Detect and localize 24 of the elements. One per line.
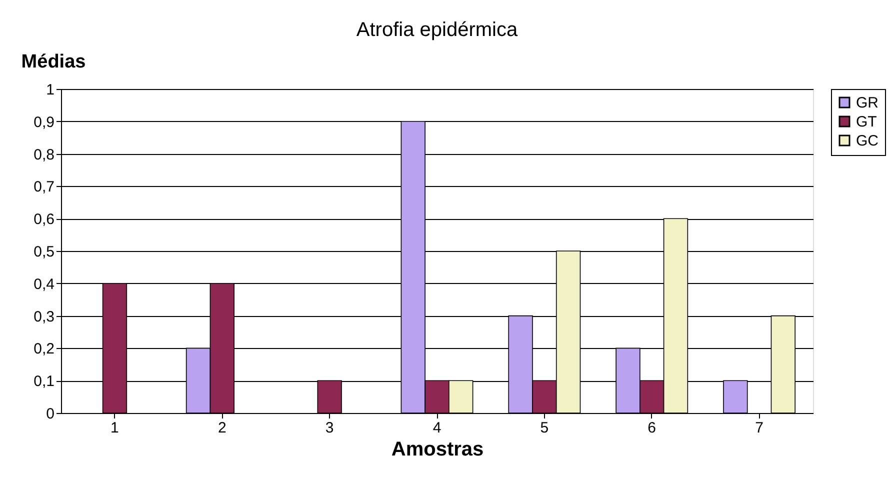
y-tick-label: 0,1 xyxy=(34,373,54,390)
y-tick-label: 0,7 xyxy=(34,178,54,196)
y-tick-label: 1 xyxy=(46,82,54,98)
y-tick-label: 0,5 xyxy=(34,244,54,260)
x-tick-label: 1 xyxy=(110,420,119,436)
y-tick-label: 0,9 xyxy=(34,114,54,131)
x-tick-label: 5 xyxy=(540,420,549,436)
y-tick-label: 0,6 xyxy=(34,211,54,228)
x-tick-label: 4 xyxy=(432,420,442,436)
x-tick-label: 3 xyxy=(325,420,334,436)
legend-label: GC xyxy=(856,132,879,150)
chart-title: Atrofia epidérmica xyxy=(356,19,518,41)
y-tick-label: 0 xyxy=(46,406,54,422)
x-tick-label: 2 xyxy=(218,420,226,436)
legend-label: GT xyxy=(856,114,877,130)
y-tick-label: 0,4 xyxy=(34,276,54,293)
x-tick-label: 7 xyxy=(755,420,764,436)
y-tick-label: 0,3 xyxy=(34,308,54,326)
x-axis-title: Amostras xyxy=(391,438,484,460)
legend-label: GR xyxy=(856,94,879,112)
y-tick-label: 0,8 xyxy=(34,146,54,164)
y-axis-title: Médias xyxy=(21,52,86,72)
x-tick-label: 6 xyxy=(648,420,656,436)
y-tick-label: 0,2 xyxy=(34,340,54,358)
